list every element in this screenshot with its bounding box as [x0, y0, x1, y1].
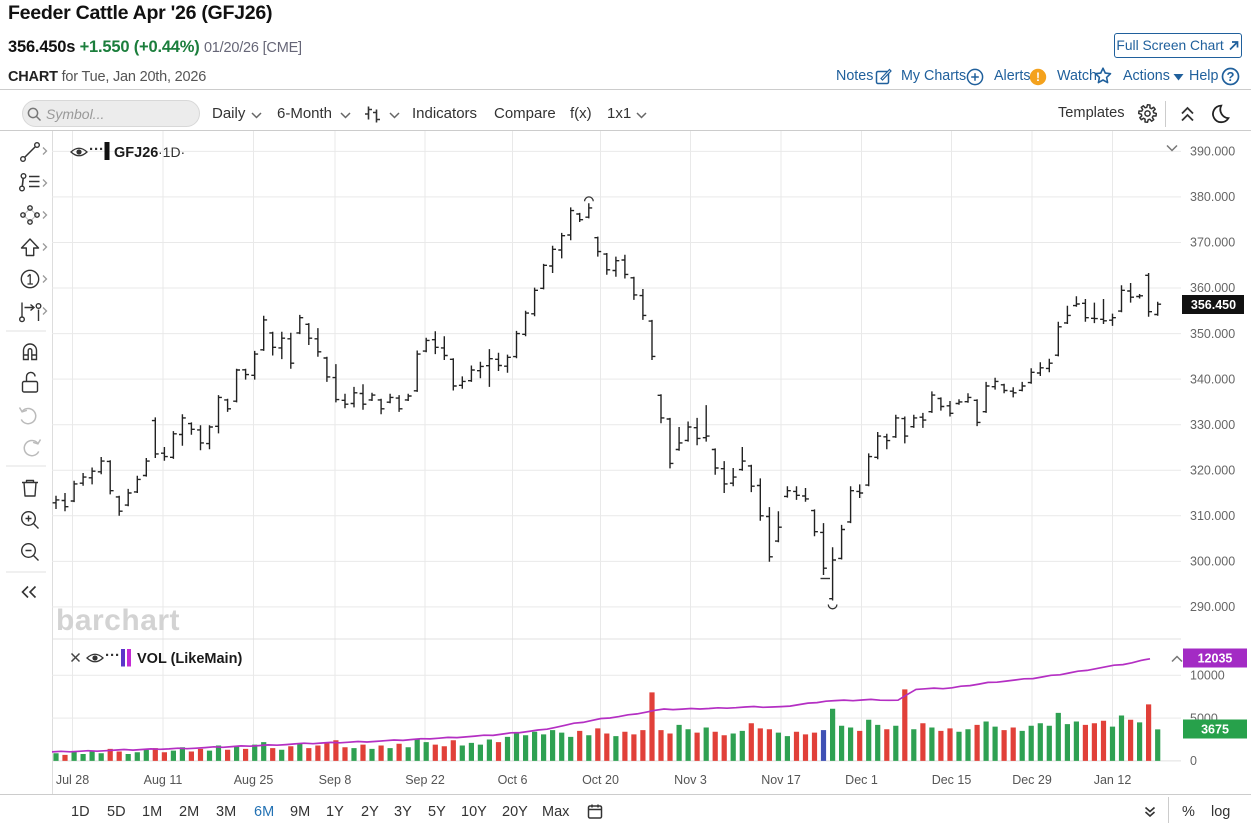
svg-text:3675: 3675	[1201, 722, 1229, 736]
svg-text:Nov 3: Nov 3	[674, 773, 707, 787]
svg-text:Jul 28: Jul 28	[56, 773, 89, 787]
svg-text:12035: 12035	[1198, 651, 1233, 665]
svg-text:390.000: 390.000	[1190, 145, 1235, 159]
svg-text:10000: 10000	[1190, 669, 1225, 683]
svg-text:Sep 22: Sep 22	[405, 773, 445, 787]
svg-text:350.000: 350.000	[1190, 327, 1235, 341]
svg-text:Oct 6: Oct 6	[498, 773, 528, 787]
svg-text:Dec 15: Dec 15	[932, 773, 972, 787]
svg-text:0: 0	[1190, 754, 1197, 768]
svg-text:320.000: 320.000	[1190, 463, 1235, 477]
svg-text:···: ···	[89, 141, 104, 158]
svg-text:?: ?	[1227, 69, 1235, 84]
svg-text:GFJ26: GFJ26	[114, 145, 158, 161]
svg-text:340.000: 340.000	[1190, 372, 1235, 386]
svg-text:290.000: 290.000	[1190, 600, 1235, 614]
svg-text:380.000: 380.000	[1190, 190, 1235, 204]
svg-text:Sep 8: Sep 8	[319, 773, 352, 787]
svg-text:Dec 29: Dec 29	[1012, 773, 1052, 787]
svg-text:356.450: 356.450	[1191, 298, 1236, 312]
svg-text:VOL (LikeMain): VOL (LikeMain)	[137, 651, 242, 667]
svg-text:Nov 17: Nov 17	[761, 773, 801, 787]
svg-text:330.000: 330.000	[1190, 418, 1235, 432]
svg-text:barchart: barchart	[56, 604, 180, 637]
svg-text:300.000: 300.000	[1190, 555, 1235, 569]
svg-text:!: !	[1036, 70, 1040, 84]
svg-text:Oct 20: Oct 20	[582, 773, 619, 787]
svg-text:370.000: 370.000	[1190, 236, 1235, 250]
svg-text:···: ···	[105, 647, 120, 664]
svg-text:Aug 25: Aug 25	[234, 773, 274, 787]
svg-text:Jan 12: Jan 12	[1094, 773, 1132, 787]
svg-text:Dec 1: Dec 1	[845, 773, 878, 787]
svg-text:·1D·: ·1D·	[158, 144, 185, 160]
svg-text:310.000: 310.000	[1190, 509, 1235, 523]
svg-text:Aug 11: Aug 11	[144, 773, 183, 787]
svg-text:360.000: 360.000	[1190, 281, 1235, 295]
